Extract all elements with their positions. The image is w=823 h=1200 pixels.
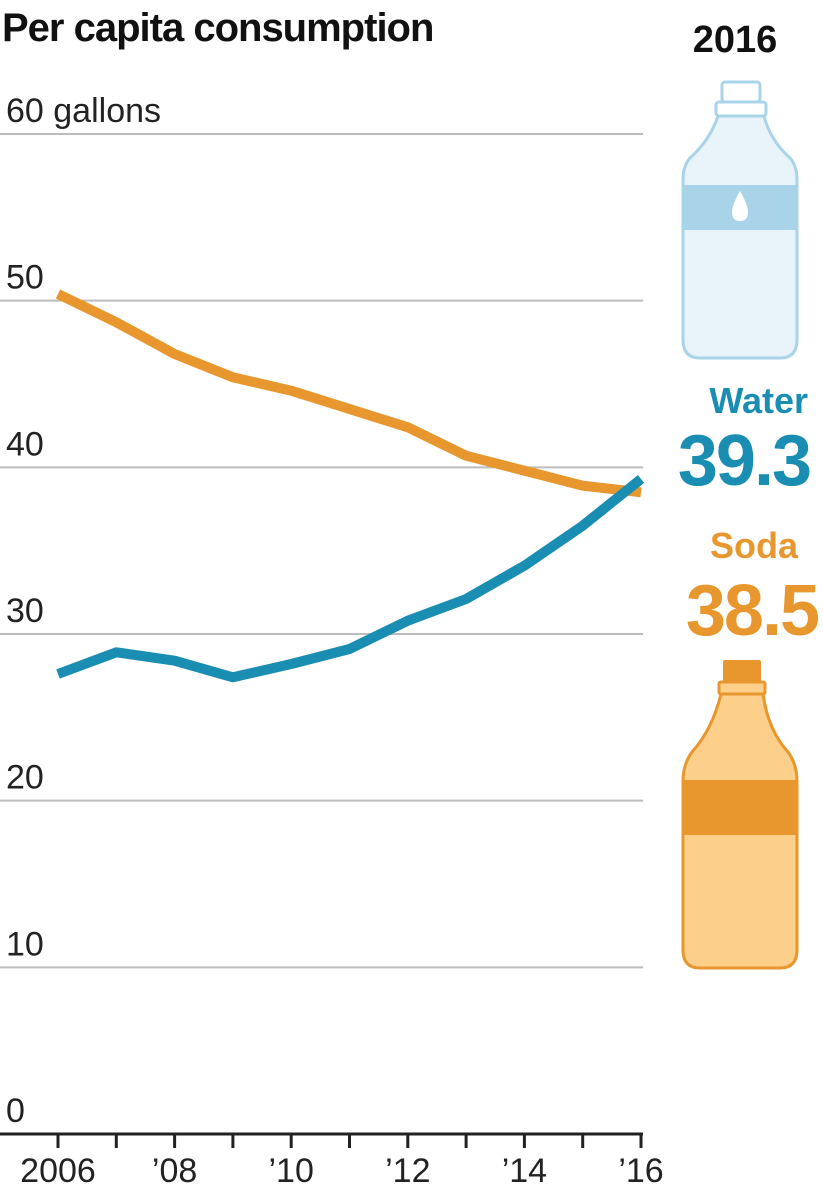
- water-bottle-icon: [681, 80, 799, 360]
- y-tick-label: 60 gallons: [6, 92, 161, 130]
- water-series-line: [56, 475, 645, 683]
- y-tick-label: 0: [6, 1092, 25, 1130]
- y-tick-label: 50: [6, 259, 44, 297]
- soda-label: Soda: [710, 525, 799, 566]
- x-axis-ticks: 2006 ’08 ’10 ’12 ’14 ’16: [20, 1134, 664, 1190]
- y-tick-label: 30: [6, 592, 44, 630]
- x-tick-label: ’08: [152, 1152, 197, 1190]
- soda-bottle-icon: [681, 660, 799, 970]
- y-tick-label: 10: [6, 925, 44, 963]
- y-tick-label: 20: [6, 759, 44, 797]
- x-tick-label: ’16: [618, 1152, 663, 1190]
- grid: [0, 133, 643, 1136]
- water-drop-icon: [732, 191, 748, 221]
- soda-series-line: [55, 289, 642, 498]
- x-tick-label: ’12: [385, 1152, 430, 1190]
- y-axis-ticks: 0 10 20 30 40 50 60 gallons: [6, 92, 161, 1130]
- series-lines: [55, 289, 645, 683]
- soda-value: 38.5: [686, 571, 819, 651]
- water-value: 39.3: [678, 421, 810, 501]
- y-tick-label: 40: [6, 425, 44, 463]
- chart-title: Per capita consumption: [2, 6, 434, 50]
- x-tick-label: 2006: [20, 1152, 96, 1190]
- annotation-year: 2016: [693, 19, 778, 61]
- water-label: Water: [709, 380, 808, 421]
- x-tick-label: ’14: [502, 1152, 547, 1190]
- x-tick-label: ’10: [269, 1152, 314, 1190]
